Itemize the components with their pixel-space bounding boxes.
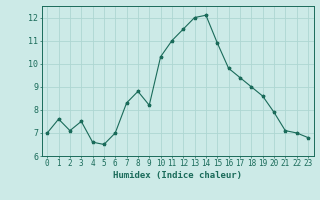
X-axis label: Humidex (Indice chaleur): Humidex (Indice chaleur) bbox=[113, 171, 242, 180]
